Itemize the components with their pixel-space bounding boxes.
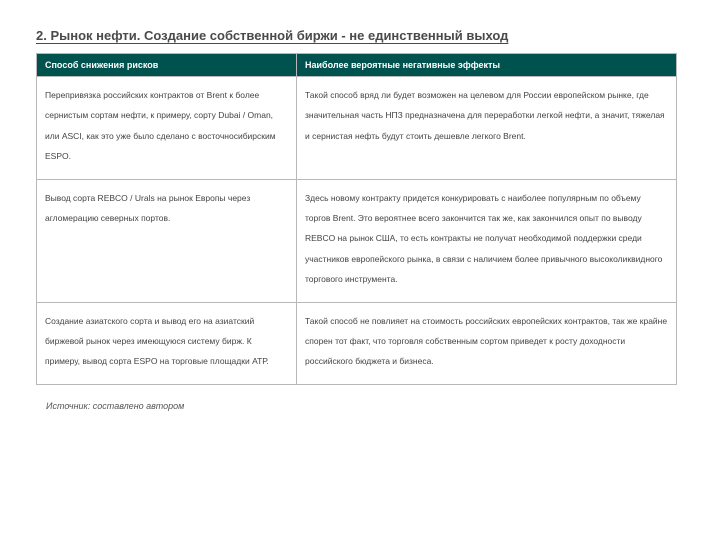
col-header-effects: Наиболее вероятные негативные эффекты: [297, 54, 677, 77]
table-header-row: Способ снижения рисков Наиболее вероятны…: [37, 54, 677, 77]
table-row: Создание азиатского сорта и вывод его на…: [37, 302, 677, 384]
col-header-method: Способ снижения рисков: [37, 54, 297, 77]
cell-effect: Такой способ не повлияет на стоимость ро…: [297, 302, 677, 384]
table-row: Вывод сорта REBCO / Urals на рынок Европ…: [37, 179, 677, 302]
cell-effect: Здесь новому контракту придется конкурир…: [297, 179, 677, 302]
oil-risks-table: Способ снижения рисков Наиболее вероятны…: [36, 53, 677, 385]
page-title: 2. Рынок нефти. Создание собственной бир…: [36, 28, 684, 43]
cell-method: Создание азиатского сорта и вывод его на…: [37, 302, 297, 384]
cell-method: Перепривязка российских контрактов от Br…: [37, 77, 297, 180]
source-line: Источник: составлено автором: [46, 401, 684, 411]
slide-page: 2. Рынок нефти. Создание собственной бир…: [0, 0, 720, 421]
cell-effect: Такой способ вряд ли будет возможен на ц…: [297, 77, 677, 180]
table-row: Перепривязка российских контрактов от Br…: [37, 77, 677, 180]
cell-method: Вывод сорта REBCO / Urals на рынок Европ…: [37, 179, 297, 302]
